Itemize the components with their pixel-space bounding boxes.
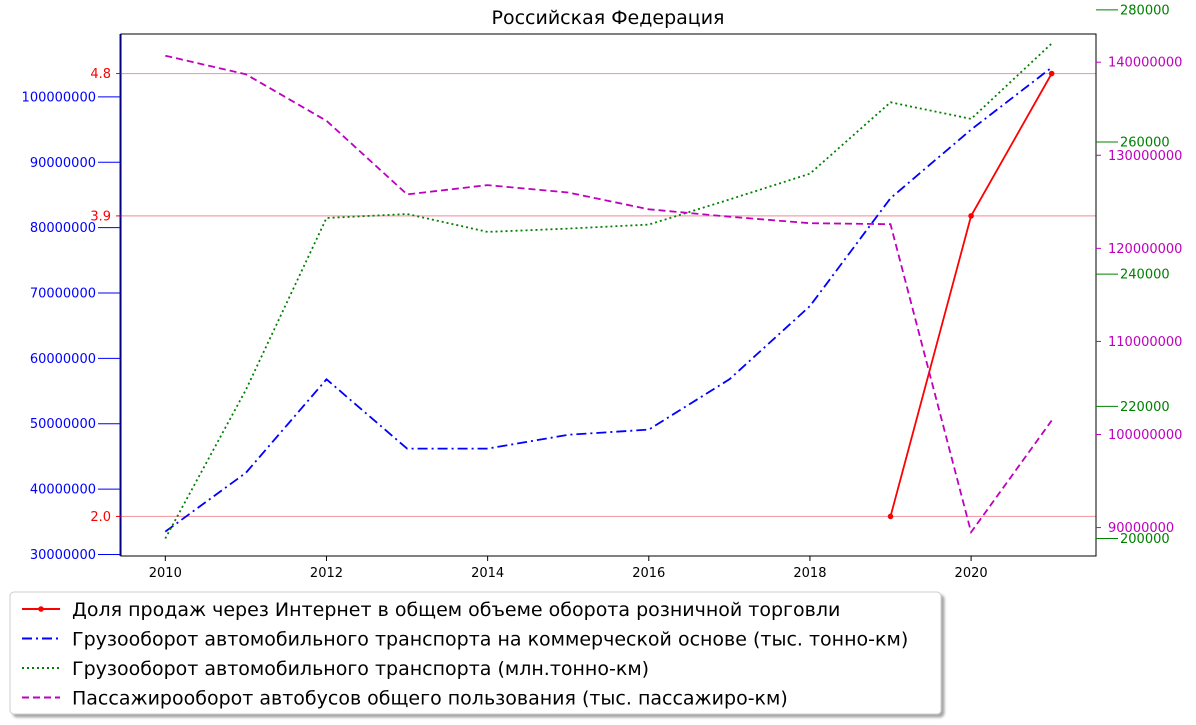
y-tick-label-magenta: 100000000 <box>1108 428 1182 443</box>
data-point-red-2019 <box>887 513 894 520</box>
x-tick-label: 2020 <box>955 566 988 581</box>
x-tick-label: 2018 <box>793 566 826 581</box>
y-tick-label-green: 260000 <box>1120 135 1170 150</box>
legend-label-red: Доля продаж через Интернет в общем объем… <box>72 599 840 621</box>
legend-box <box>9 591 942 715</box>
legend-item-red: Доля продаж через Интернет в общем объем… <box>22 599 840 621</box>
y-tick-label-green: 200000 <box>1120 532 1170 547</box>
y-tick-label-magenta: 90000000 <box>1108 521 1174 536</box>
x-tick-label: 2010 <box>149 566 182 581</box>
y-tick-label-green: 220000 <box>1120 400 1170 415</box>
chart-title: Российская Федерация <box>492 7 725 29</box>
series-line-blue <box>164 66 1053 533</box>
y-tick-label-green: 280000 <box>1120 3 1170 18</box>
legend-item-blue: Грузооборот автомобильного транспорта на… <box>22 629 908 651</box>
x-tick-label: 2012 <box>310 566 343 581</box>
y-tick-label-blue: 80000000 <box>30 221 96 236</box>
y-tick-label-blue: 60000000 <box>30 352 96 367</box>
y-tick-label-red: 2.0 <box>90 510 111 525</box>
series-line-green <box>164 42 1053 539</box>
y-tick-label-red: 4.8 <box>90 67 111 82</box>
y-tick-label-magenta: 120000000 <box>1108 242 1182 257</box>
y-tick-label-blue: 50000000 <box>30 417 96 432</box>
y-tick-label-magenta: 110000000 <box>1108 335 1182 350</box>
y-tick-label-green: 240000 <box>1120 268 1170 283</box>
series-line-red <box>889 73 1053 517</box>
y-tick-label-blue: 70000000 <box>30 286 96 301</box>
y-tick-label-blue: 100000000 <box>22 90 96 105</box>
y-tick-label-blue: 90000000 <box>30 156 96 171</box>
legend-label-blue: Грузооборот автомобильного транспорта на… <box>72 629 908 651</box>
y-tick-label-blue: 40000000 <box>30 483 96 498</box>
legend-marker-red <box>38 606 44 612</box>
legend-label-magenta: Пассажирооборот автобусов общего пользов… <box>72 688 788 710</box>
x-tick-label: 2016 <box>632 566 665 581</box>
data-point-red-2021 <box>1048 70 1055 77</box>
legend-item-magenta: Пассажирооборот автобусов общего пользов… <box>22 688 788 710</box>
legend-item-green: Грузооборот автомобильного транспорта (м… <box>22 658 649 680</box>
y-tick-label-magenta: 130000000 <box>1108 149 1182 164</box>
legend-label-green: Грузооборот автомобильного транспорта (м… <box>72 658 649 680</box>
data-point-red-2020 <box>968 213 974 219</box>
x-tick-label: 2014 <box>471 566 504 581</box>
series-line-magenta <box>165 54 1053 535</box>
y-tick-label-magenta: 140000000 <box>1108 56 1182 71</box>
y-tick-label-red: 3.9 <box>90 209 111 224</box>
plot-frame <box>120 33 1097 557</box>
y-tick-label-blue: 30000000 <box>30 548 96 563</box>
